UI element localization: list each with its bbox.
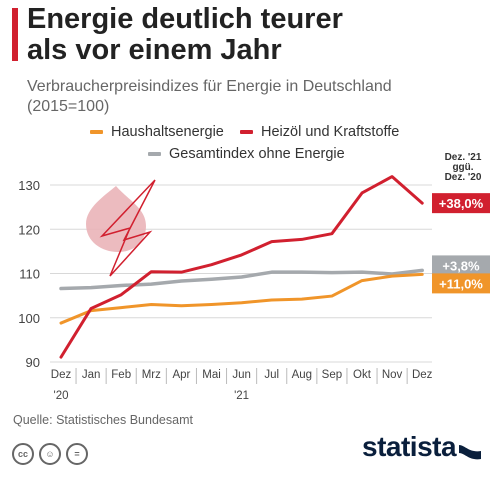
x-tick-label: Mrz	[142, 369, 161, 381]
energy-flame-illustration	[86, 179, 156, 277]
x-tick-label: Jan	[82, 369, 101, 381]
change-badge-label: +3,8%	[442, 258, 480, 273]
y-tick-label: 120	[18, 222, 40, 237]
x-tick-label: Dez	[412, 369, 433, 381]
title-line-1: Energie deutlich teurer	[27, 3, 343, 35]
y-tick-label: 100	[18, 311, 40, 326]
x-tick-label: Okt	[353, 369, 372, 381]
y-axis-ticks: 90 100 110 120 130	[18, 178, 40, 370]
by-icon: ☺	[39, 443, 61, 465]
change-badge-bg	[432, 193, 490, 214]
nd-icon: =	[66, 443, 88, 465]
series-line-2	[59, 268, 424, 291]
statista-logo-mark	[459, 445, 481, 460]
change-badge-label: +11,0%	[439, 276, 483, 291]
subtitle: Verbraucherpreisindizes für Energie in D…	[27, 77, 487, 117]
y-tick-label: 130	[18, 178, 40, 193]
change-badge-bg	[432, 255, 490, 276]
lightning-bolt-icon	[99, 179, 156, 277]
x-year-label: '20	[54, 390, 69, 402]
change-header-line: Dez. '21	[445, 152, 482, 163]
change-badge-label: +38,0%	[439, 196, 484, 211]
subtitle-line-1: Verbraucherpreisindizes für Energie in D…	[27, 78, 392, 95]
x-axis-ticks: Dez Jan Feb Mrz Apr Mai Jun Jul Aug Sep Okt Nov Dez '…	[51, 368, 433, 402]
x-tick-label: Aug	[292, 369, 312, 381]
change-header-line: ggü.	[452, 162, 473, 173]
y-tick-label: 110	[19, 267, 40, 282]
x-tick-label: Apr	[172, 369, 190, 381]
x-tick-label: Jun	[232, 369, 251, 381]
x-tick-label: Feb	[111, 369, 131, 381]
x-tick-label: Dez	[51, 369, 72, 381]
flame-icon	[86, 186, 146, 252]
x-tick-label: Mai	[202, 369, 221, 381]
cc-icon: cc	[12, 443, 34, 465]
x-tick-label: Jul	[264, 369, 279, 381]
series-line-0	[59, 272, 424, 325]
series-lines	[59, 175, 424, 359]
change-badge-bg	[432, 273, 490, 294]
title-line-2: als vor einem Jahr	[27, 34, 282, 66]
y-tick-label: 90	[26, 355, 40, 370]
page-title: Energie deutlich teurer als vor einem Ja…	[27, 4, 487, 66]
source-note: Quelle: Statistisches Bundesamt	[13, 413, 193, 427]
title-accent-bar	[12, 8, 18, 61]
x-tick-label: Sep	[322, 369, 342, 381]
license-icons: cc ☺ =	[12, 443, 88, 465]
x-year-label: '21	[234, 390, 249, 402]
change-header-line: Dez. '20	[445, 172, 482, 183]
statista-logo: statista	[362, 431, 457, 462]
series-line-1	[59, 175, 424, 359]
subtitle-line-2: (2015=100)	[27, 98, 110, 115]
x-tick-label: Nov	[382, 369, 403, 381]
line-chart: 90 100 110 120 130 Dez Jan Feb Mrz Apr Mai Jun Jul A…	[18, 152, 490, 402]
